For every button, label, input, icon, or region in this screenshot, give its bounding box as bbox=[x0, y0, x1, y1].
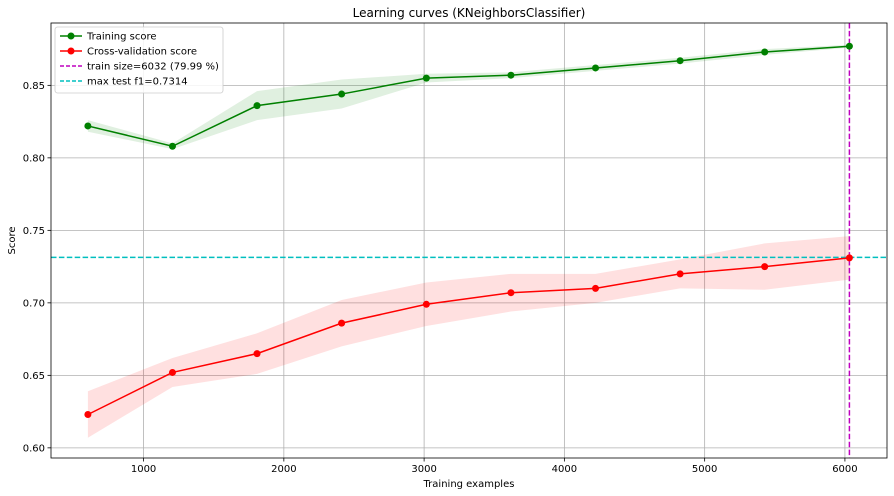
cv-score-point bbox=[168, 368, 176, 376]
y-tick-label: 0.85 bbox=[23, 81, 45, 92]
x-axis-title: Training examples bbox=[423, 479, 515, 490]
y-tick-label: 0.75 bbox=[23, 226, 45, 237]
cv-score-point bbox=[507, 289, 515, 297]
reference-lines bbox=[51, 23, 887, 458]
legend-train-size: train size=6032 (79.99 %) bbox=[60, 62, 219, 73]
y-tick-label: 0.60 bbox=[23, 443, 45, 454]
plot-frame bbox=[50, 22, 888, 459]
training-score-point bbox=[338, 90, 346, 98]
cv-score-point bbox=[592, 284, 600, 292]
cv-score-point bbox=[422, 300, 430, 308]
cv-score-point bbox=[338, 319, 346, 327]
legend-marker bbox=[67, 32, 75, 40]
training-score-point bbox=[422, 74, 430, 82]
cv-score-line bbox=[87, 257, 850, 416]
x-tick-label: 3000 bbox=[411, 464, 436, 475]
training-score-point bbox=[507, 71, 515, 79]
x-tick-label: 1000 bbox=[131, 464, 156, 475]
legend-cv-score: Cross-validation score bbox=[60, 47, 197, 58]
legend-box bbox=[54, 26, 224, 94]
chart-title: Learning curves (KNeighborsClassifier) bbox=[353, 6, 586, 20]
x-tick-label: 5000 bbox=[692, 464, 717, 475]
grid bbox=[51, 23, 887, 458]
cv-score-point bbox=[84, 411, 92, 418]
training-score-point bbox=[592, 64, 600, 72]
cv-score-point bbox=[845, 254, 853, 262]
training-score-point bbox=[761, 48, 769, 56]
y-tick-label: 0.70 bbox=[23, 298, 45, 309]
training-score-point bbox=[676, 57, 684, 65]
legend-label: Cross-validation score bbox=[87, 47, 197, 58]
legend-label: Training score bbox=[86, 32, 157, 43]
y-tick-label: 0.80 bbox=[23, 153, 45, 164]
legend-label: max test f1=0.7314 bbox=[87, 77, 188, 88]
training-score-point bbox=[84, 122, 92, 130]
confidence-bands bbox=[87, 44, 850, 438]
axis-ticks: 1000 2000 3000 4000 5000 6000 0.60 0.65 0.70 0.75… bbox=[23, 81, 858, 475]
legend-label: train size=6032 (79.99 %) bbox=[87, 62, 219, 73]
y-tick-label: 0.65 bbox=[23, 371, 45, 382]
legend-training-score: Training score bbox=[60, 32, 157, 43]
series-lines bbox=[84, 42, 853, 418]
training-score-point bbox=[253, 102, 261, 110]
legend: Training score Cross-validation score trai… bbox=[54, 26, 224, 94]
legend-max-test-f1: max test f1=0.7314 bbox=[60, 77, 188, 88]
cv-score-point bbox=[253, 350, 261, 358]
x-tick-label: 4000 bbox=[552, 464, 577, 475]
cv-score-point bbox=[676, 270, 684, 278]
training-score-point bbox=[845, 42, 853, 50]
legend-marker bbox=[67, 47, 75, 55]
cv-score-point bbox=[761, 263, 769, 271]
training-score-point bbox=[168, 142, 176, 150]
cv-score-band bbox=[87, 236, 850, 438]
x-tick-label: 6000 bbox=[832, 464, 857, 475]
x-tick-label: 2000 bbox=[271, 464, 296, 475]
training-score-line bbox=[87, 45, 850, 148]
y-axis-title: Score bbox=[7, 226, 18, 254]
